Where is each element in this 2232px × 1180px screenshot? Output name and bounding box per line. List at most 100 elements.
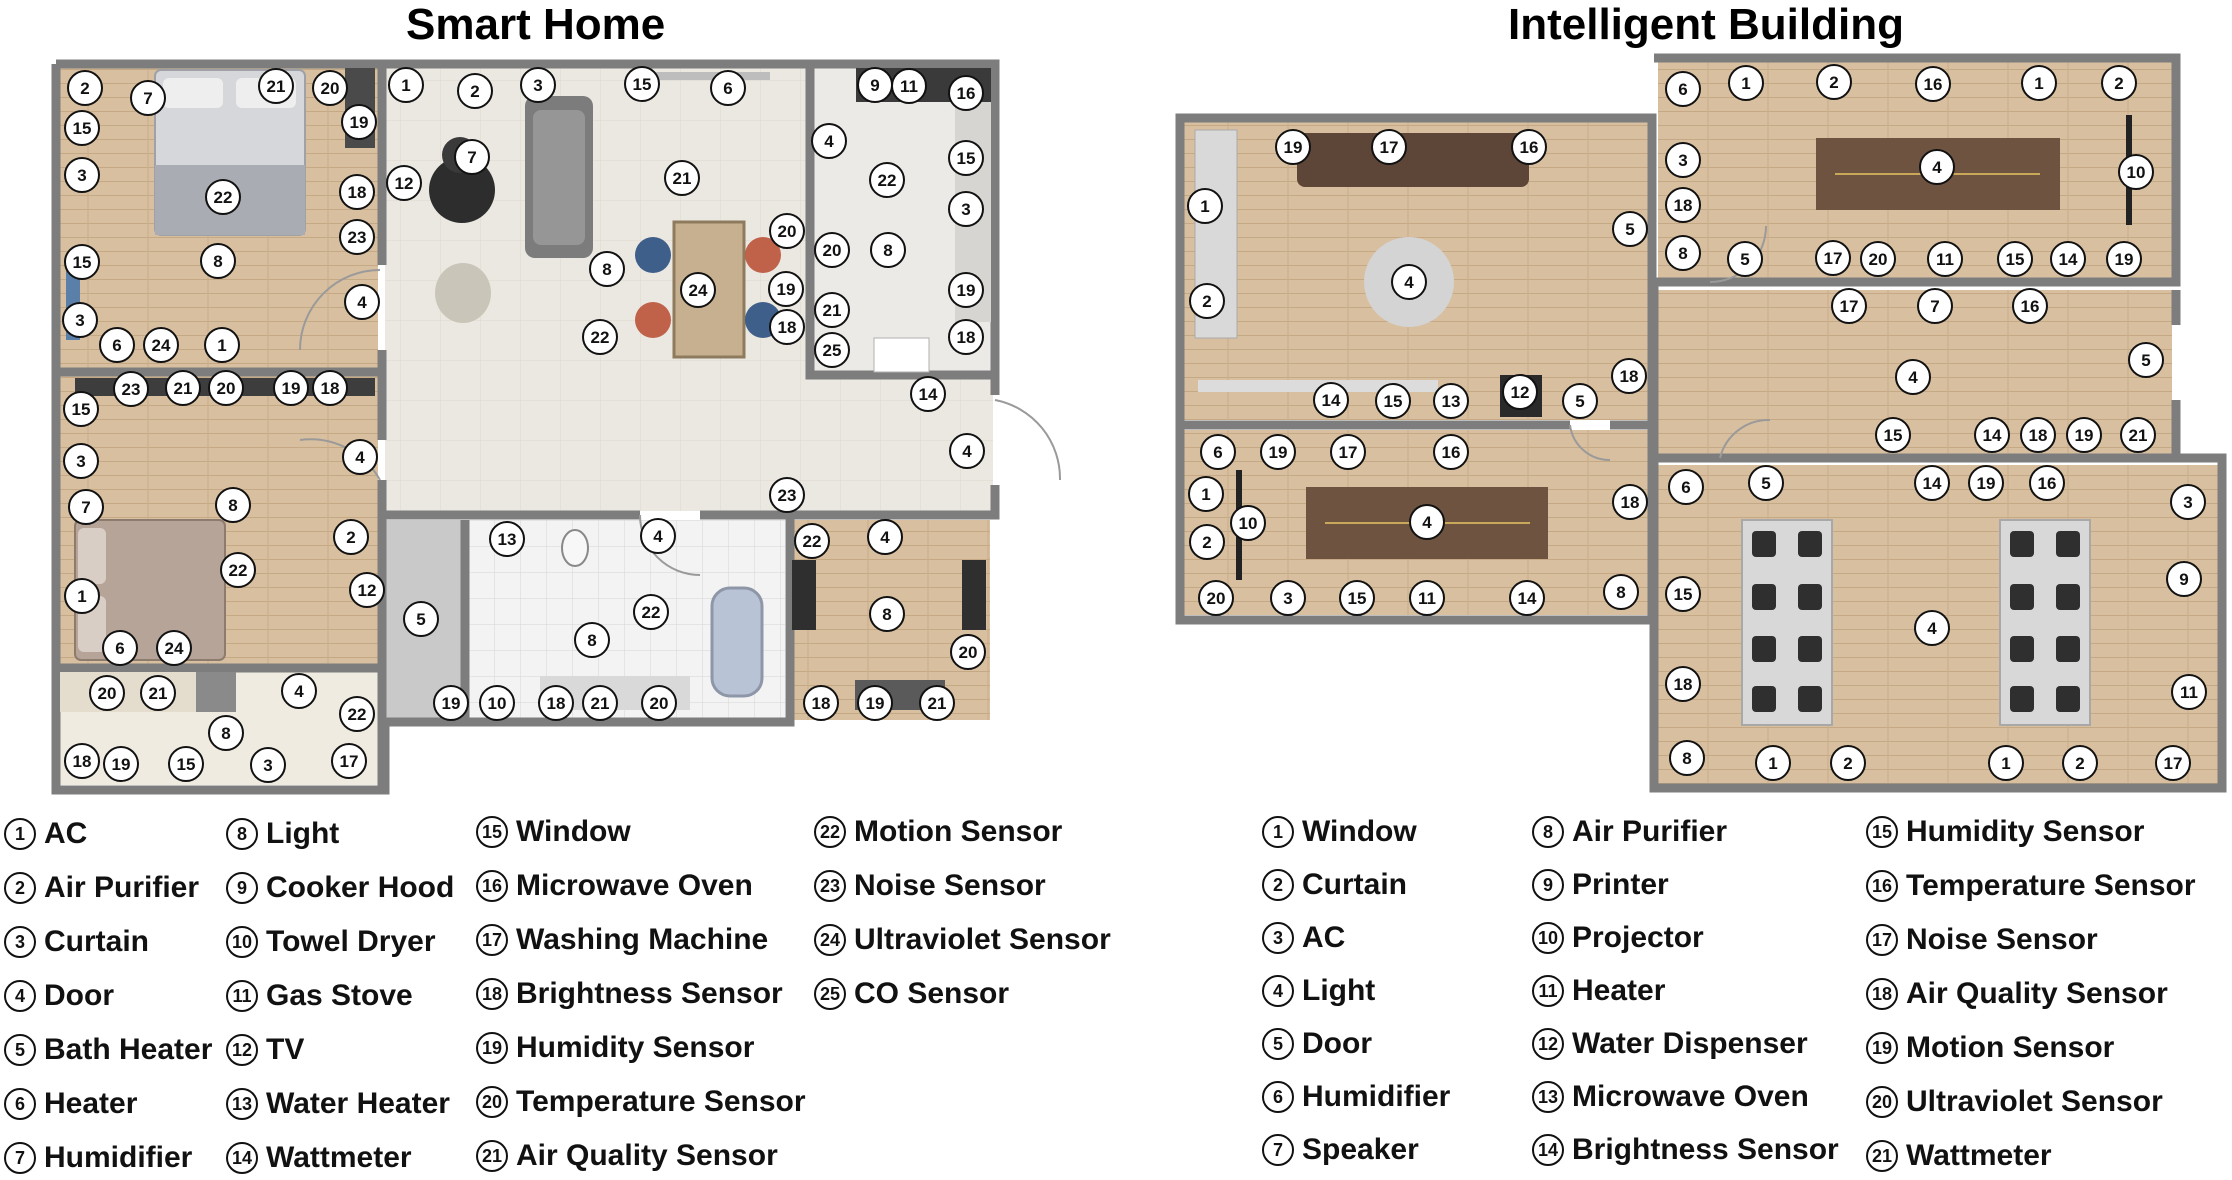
device-marker-circle (1914, 465, 1950, 501)
device-marker-number: 2 (80, 79, 89, 98)
device-marker-circle (948, 191, 984, 227)
device-marker-number: 12 (358, 581, 377, 600)
device-marker: 18 (1665, 666, 1701, 702)
device-marker-circle (1612, 484, 1648, 520)
device-marker: 16 (2029, 465, 2065, 501)
legend-item: 19 Motion Sensor (1866, 1031, 2114, 1065)
device-marker: 19 (857, 685, 893, 721)
legend-item: 6 Heater (4, 1087, 137, 1121)
device-marker: 13 (1433, 383, 1469, 419)
legend-label: AC (1302, 921, 1346, 954)
device-marker-number: 19 (282, 379, 301, 398)
device-marker: 3 (2170, 484, 2206, 520)
device-marker-circle (869, 162, 905, 198)
device-marker-circle (1988, 745, 2024, 781)
device-marker-number: 21 (591, 694, 610, 713)
device-marker: 2 (2062, 745, 2098, 781)
device-marker-number: 19 (777, 280, 796, 299)
device-marker-number: 19 (1269, 443, 1288, 462)
legend-number: 7 (1262, 1134, 1294, 1166)
device-marker-number: 1 (1741, 74, 1750, 93)
device-marker-number: 4 (824, 132, 834, 151)
device-marker: 5 (1612, 211, 1648, 247)
legend-item: 13 Water Heater (226, 1087, 450, 1121)
device-marker-circle (349, 572, 385, 608)
device-marker: 4 (1895, 359, 1931, 395)
device-marker-number: 1 (1200, 197, 1209, 216)
device-marker-circle (1270, 580, 1306, 616)
device-marker: 2 (1189, 283, 1225, 319)
device-marker-circle (803, 685, 839, 721)
legend-label: Noise Sensor (854, 869, 1046, 902)
device-marker: 19 (948, 272, 984, 308)
legend-number: 16 (476, 870, 508, 902)
device-marker-number: 14 (1518, 589, 1537, 608)
device-marker-number: 19 (1284, 138, 1303, 157)
legend-label: Microwave Oven (516, 869, 753, 902)
device-marker-circle (64, 578, 100, 614)
device-marker-circle (2012, 288, 2048, 324)
device-marker-circle (2118, 154, 2154, 190)
device-marker-number: 8 (883, 241, 892, 260)
device-marker-circle (312, 370, 348, 406)
device-marker: 10 (2118, 154, 2154, 190)
device-marker-number: 18 (1674, 675, 1693, 694)
device-marker: 4 (1391, 264, 1427, 300)
device-marker-number: 3 (1678, 151, 1687, 170)
device-marker-number: 10 (1239, 514, 1258, 533)
legend-label: Humidity Sensor (1906, 815, 2145, 848)
device-marker: 1 (64, 578, 100, 614)
legend-label: Gas Stove (266, 979, 413, 1012)
device-marker-number: 8 (228, 496, 237, 515)
legend-label: Motion Sensor (1906, 1031, 2115, 1064)
device-marker-circle (814, 292, 850, 328)
device-marker-circle (208, 370, 244, 406)
device-marker-circle (2166, 561, 2202, 597)
legend-label: Humidifier (44, 1141, 193, 1174)
device-marker-number: 17 (2164, 754, 2183, 773)
device-marker: 22 (339, 696, 375, 732)
device-marker-number: 7 (1930, 297, 1939, 316)
device-marker-number: 1 (401, 76, 410, 95)
device-marker-number: 3 (76, 452, 85, 471)
device-marker-number: 11 (2180, 683, 2198, 702)
device-marker-circle (891, 68, 927, 104)
device-marker: 3 (250, 747, 286, 783)
legend-label: Ultraviolet Sensor (1906, 1085, 2163, 1118)
device-marker-circle (814, 232, 850, 268)
device-marker-circle (1727, 241, 1763, 277)
device-marker: 21 (814, 292, 850, 328)
device-marker: 8 (869, 596, 905, 632)
device-marker-circle (1665, 666, 1701, 702)
device-marker-number: 1 (2001, 754, 2010, 773)
device-marker-number: 18 (348, 183, 367, 202)
legend-number: 6 (4, 1088, 36, 1120)
device-marker-circle (200, 243, 236, 279)
device-marker-number: 4 (962, 442, 972, 461)
device-marker-number: 15 (73, 253, 92, 272)
device-marker: 15 (1875, 417, 1911, 453)
legend-number: 1 (1262, 816, 1294, 848)
device-marker-circle (258, 68, 294, 104)
device-marker: 21 (582, 685, 618, 721)
legend-number: 17 (476, 924, 508, 956)
device-marker-number: 15 (2006, 250, 2025, 269)
device-marker-number: 3 (2183, 493, 2192, 512)
device-marker-number: 19 (2075, 426, 2094, 445)
device-marker: 8 (1665, 235, 1701, 271)
device-marker-number: 2 (1202, 533, 1211, 552)
legend-item: 12 TV (226, 1033, 304, 1067)
device-marker-circle (948, 75, 984, 111)
device-marker: 20 (814, 232, 850, 268)
device-marker-number: 18 (957, 328, 976, 347)
legend-item: 12 Water Dispenser (1532, 1027, 1808, 1061)
device-marker: 15 (64, 244, 100, 280)
device-marker: 3 (1665, 142, 1701, 178)
device-marker: 16 (1511, 129, 1547, 165)
device-marker: 1 (1187, 188, 1223, 224)
device-marker-number: 3 (961, 200, 970, 219)
device-marker: 21 (140, 675, 176, 711)
device-marker-circle (794, 523, 830, 559)
device-marker-circle (582, 319, 618, 355)
device-marker-circle (2128, 342, 2164, 378)
